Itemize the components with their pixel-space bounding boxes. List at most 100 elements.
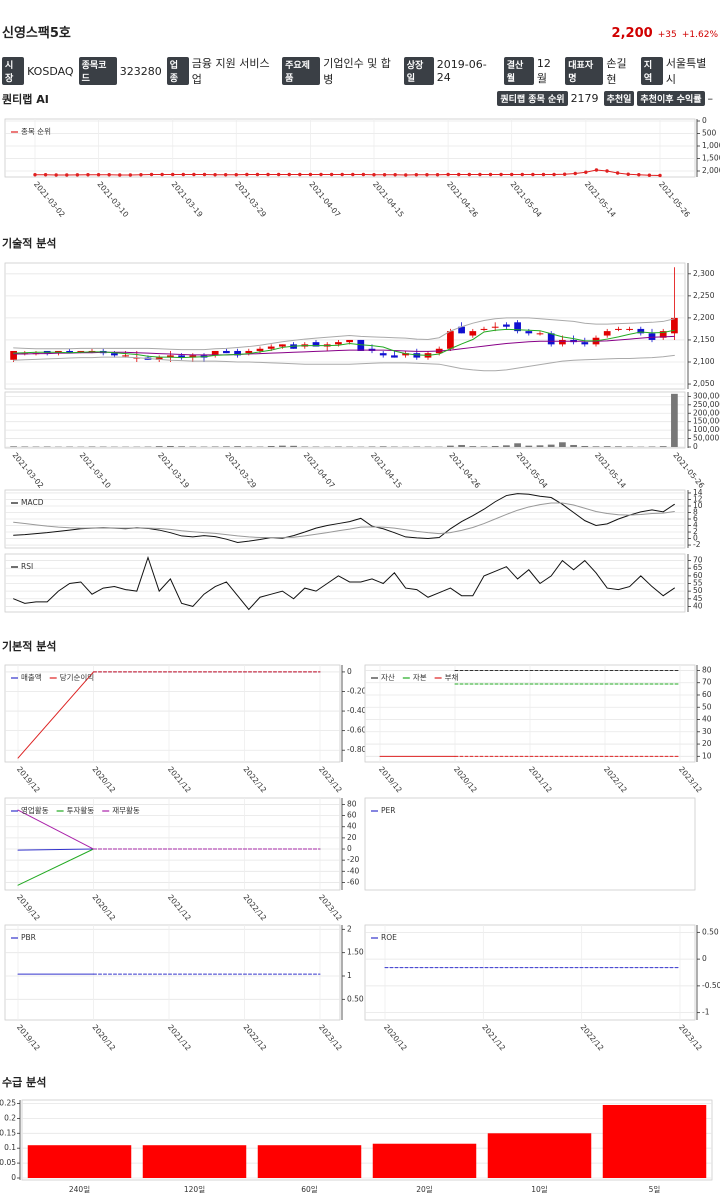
bar bbox=[372, 1143, 477, 1178]
candle-body bbox=[536, 333, 544, 335]
bar bbox=[603, 446, 611, 447]
y-tick-label: 0 bbox=[347, 844, 352, 853]
x-tick-label: 2023/12 bbox=[317, 765, 344, 795]
candle-body bbox=[155, 357, 163, 360]
point bbox=[65, 173, 69, 177]
bar bbox=[379, 446, 387, 447]
x-tick-label: 2021-03-29 bbox=[233, 180, 268, 219]
y-tick-label: 0.50 bbox=[702, 927, 719, 936]
bar bbox=[142, 1145, 247, 1178]
y-tick-label: 14 bbox=[693, 488, 703, 497]
point bbox=[118, 173, 122, 177]
bar bbox=[301, 446, 309, 447]
bar bbox=[167, 445, 174, 447]
series-line bbox=[17, 809, 94, 850]
candle-body bbox=[637, 328, 645, 334]
bar bbox=[413, 446, 421, 447]
point bbox=[107, 173, 111, 177]
candle-body bbox=[559, 339, 566, 345]
point bbox=[329, 172, 334, 177]
bar bbox=[245, 446, 253, 447]
y-tick-label: 12 bbox=[693, 494, 703, 503]
point bbox=[75, 173, 80, 177]
point bbox=[414, 173, 419, 177]
point bbox=[446, 172, 450, 177]
section-title: 기본적 분석 bbox=[2, 640, 57, 653]
x-tick-label: 60일 bbox=[301, 1185, 318, 1194]
x-tick-label: 2021-05-14 bbox=[583, 180, 618, 219]
y-tick-label: 2,300 bbox=[693, 269, 715, 278]
x-tick-label: 2021-05-04 bbox=[515, 451, 550, 490]
chart-frame bbox=[4, 797, 341, 891]
bar bbox=[615, 446, 622, 447]
y-tick-label: 200,000 bbox=[693, 408, 720, 417]
info-value: 기업인수 및 합병 bbox=[323, 57, 391, 86]
x-tick-label: 2021-04-15 bbox=[369, 451, 404, 490]
point bbox=[351, 172, 355, 177]
bar bbox=[469, 446, 477, 447]
chart-frame bbox=[4, 118, 696, 178]
candle-body bbox=[671, 317, 678, 334]
y-tick-label: 30 bbox=[702, 727, 712, 736]
candle-body bbox=[615, 328, 622, 330]
x-tick-label: 2019/12 bbox=[15, 893, 42, 923]
point bbox=[594, 168, 599, 172]
info-value: 323280 bbox=[119, 64, 162, 78]
series-line bbox=[34, 169, 661, 176]
x-tick-label: 2020/12 bbox=[90, 1023, 117, 1053]
series-line bbox=[13, 354, 675, 372]
y-tick-label: 2 bbox=[693, 527, 698, 536]
info-label: 상장일 bbox=[403, 57, 434, 85]
candle-body bbox=[514, 322, 521, 332]
quant-value: 2179 bbox=[570, 92, 599, 105]
legend-label: 종목 순위 bbox=[21, 127, 51, 136]
candle-body bbox=[122, 355, 129, 357]
point bbox=[86, 173, 90, 177]
bar bbox=[279, 445, 286, 447]
y-tick-label: 20 bbox=[702, 739, 712, 748]
info-value: 12월 bbox=[536, 56, 551, 85]
candle-body bbox=[547, 333, 555, 345]
point bbox=[96, 173, 101, 177]
point bbox=[647, 173, 652, 177]
point bbox=[393, 173, 397, 177]
quant-value: – bbox=[707, 92, 714, 105]
candle-body bbox=[267, 346, 275, 349]
y-tick-label: 1 bbox=[347, 971, 352, 980]
x-tick-label: 2022/12 bbox=[602, 765, 629, 795]
series-line bbox=[17, 848, 94, 886]
x-tick-label: 2020/12 bbox=[452, 765, 479, 795]
x-tick-label: 2021-03-19 bbox=[156, 451, 191, 490]
point bbox=[478, 172, 482, 177]
candle-body bbox=[469, 331, 477, 336]
y-tick-label: 0.1 bbox=[4, 1143, 16, 1152]
bar bbox=[514, 443, 521, 447]
y-tick-label: 2,150 bbox=[693, 335, 715, 344]
info-value: 금융 지원 서비스업 bbox=[191, 57, 270, 86]
candle-body bbox=[480, 328, 488, 330]
legend-label: PBR bbox=[21, 933, 36, 942]
chart-frame bbox=[4, 924, 341, 1021]
point bbox=[181, 172, 186, 177]
bar bbox=[503, 445, 510, 447]
y-tick-label: 2,000 bbox=[702, 166, 720, 175]
y-tick-label: -0.40 bbox=[347, 706, 367, 715]
x-tick-label: 2021-05-04 bbox=[509, 180, 544, 219]
y-tick-label: -40 bbox=[347, 866, 359, 875]
y-tick-label: 2,050 bbox=[693, 379, 715, 388]
legend-label: 부채 bbox=[445, 672, 459, 682]
x-tick-label: 2019/12 bbox=[377, 765, 404, 795]
y-tick-label: 40 bbox=[702, 715, 712, 724]
y-tick-label: 0 bbox=[693, 442, 698, 451]
bar bbox=[335, 446, 342, 447]
point bbox=[552, 172, 556, 177]
y-tick-label: 2,200 bbox=[693, 313, 715, 322]
x-tick-label: 2020/12 bbox=[382, 1023, 409, 1053]
point bbox=[33, 173, 37, 177]
y-tick-label: 40 bbox=[693, 601, 703, 610]
point bbox=[298, 172, 302, 177]
y-tick-label: 0 bbox=[11, 1173, 16, 1182]
chart-frame bbox=[364, 797, 696, 891]
point bbox=[382, 173, 387, 177]
